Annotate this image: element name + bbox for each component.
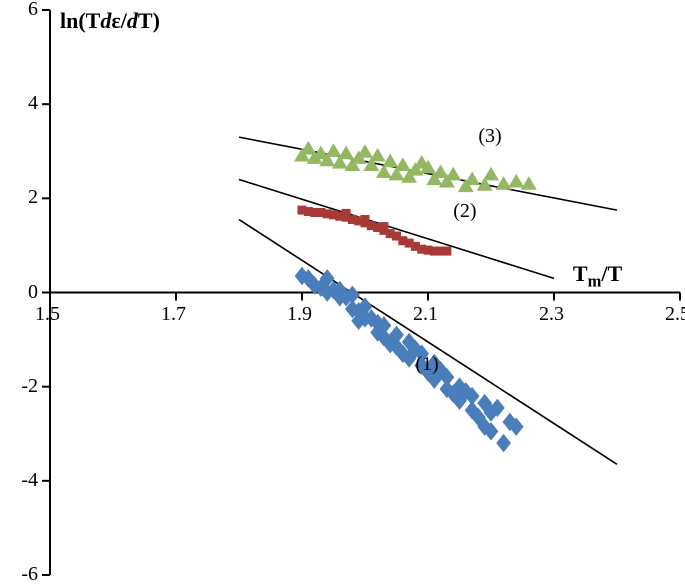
yt-d1: d	[100, 8, 111, 33]
scatter-chart: ln(Tdε/dT) Tm/T 1.5 1.7 1.9 2.1 2.3 2.5 -6 -4 -2…	[0, 0, 685, 585]
y-tick-label: 2	[28, 186, 38, 209]
y-tick-label: -6	[21, 563, 38, 586]
y-axis-title: ln(Tdε/dT)	[60, 8, 160, 34]
yt-eps: ε	[111, 8, 120, 33]
series-label: (2)	[453, 200, 476, 223]
x-tick-label: 1.5	[35, 303, 60, 326]
y-tick-label: 4	[28, 92, 38, 115]
x-tick-label: 2.3	[539, 303, 564, 326]
xt-sub: m	[588, 271, 602, 290]
x-tick-label: 1.7	[161, 303, 186, 326]
y-tick-label: 0	[28, 281, 38, 304]
y-tick-label: -4	[21, 469, 38, 492]
x-tick-label: 2.5	[665, 303, 685, 326]
yt-d2: d	[127, 8, 138, 33]
x-axis-title: Tm/T	[573, 261, 622, 291]
xt-t: T	[573, 261, 588, 286]
series-label: (3)	[478, 125, 501, 148]
xt-slash: /T	[601, 261, 622, 286]
y-tick-label: -2	[21, 375, 38, 398]
plot-svg	[0, 0, 685, 585]
yt-post: T)	[138, 8, 160, 33]
x-tick-label: 2.1	[413, 303, 438, 326]
x-tick-label: 1.9	[287, 303, 312, 326]
y-tick-label: 6	[28, 0, 38, 21]
series-label: (1)	[415, 353, 438, 376]
yt-pre: ln(T	[60, 8, 100, 33]
